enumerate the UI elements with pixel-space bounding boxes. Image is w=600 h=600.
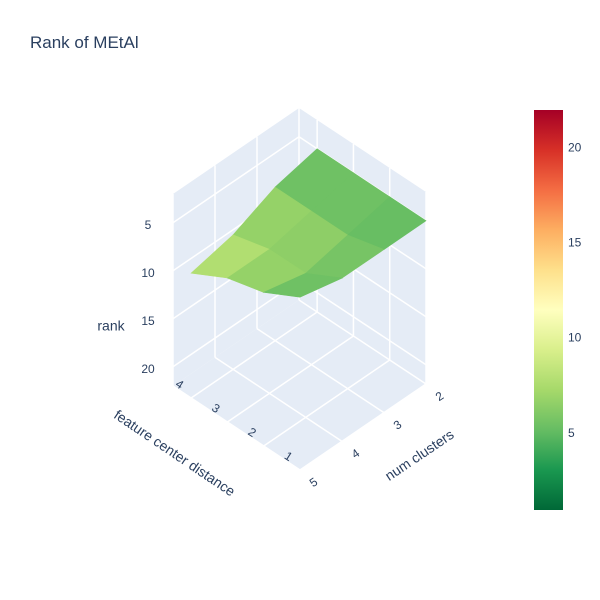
y-tick-label: 4 [349,446,363,462]
grid-line-z-left [172,280,300,368]
grid-line-y-floor [172,385,301,471]
y-tick-label: 2 [433,388,447,404]
grid-line-x-floor [299,383,427,471]
chart-title: Rank of MEtAl [30,33,139,52]
grid-line-x-floor [227,335,354,423]
grid-line-y-floor [214,356,343,442]
colorbar-tick-label: 10 [568,331,582,345]
y-axis-title: num clusters [382,426,457,484]
z-tick-label: 20 [141,362,155,376]
colorbar-tick-label: 5 [568,426,575,440]
z-tick-label: 5 [145,218,152,232]
z-tick-label: 15 [141,314,155,328]
surface-mesh[interactable] [190,148,427,298]
grid-line-x-floor [263,359,391,447]
surface-patch[interactable] [262,272,344,298]
colorbar-tick-label: 15 [568,236,582,250]
colorbar-tick-label: 20 [568,140,582,154]
z-tick-label: 10 [141,266,155,280]
z-axis-title: rank [97,318,125,334]
grid-line-z-left [172,136,300,224]
x-axis-title: feature center distance [111,406,238,499]
y-tick-label: 3 [391,417,405,433]
grid-line-y-floor [256,328,385,414]
grid-line-x-floor [190,311,318,399]
y-tick-label: 5 [307,474,321,490]
colorbar: 5 10 15 20 [534,110,582,510]
colorbar-gradient [534,110,563,510]
grid-line-z-right [298,280,427,366]
grid-line-y-floor [298,299,427,385]
